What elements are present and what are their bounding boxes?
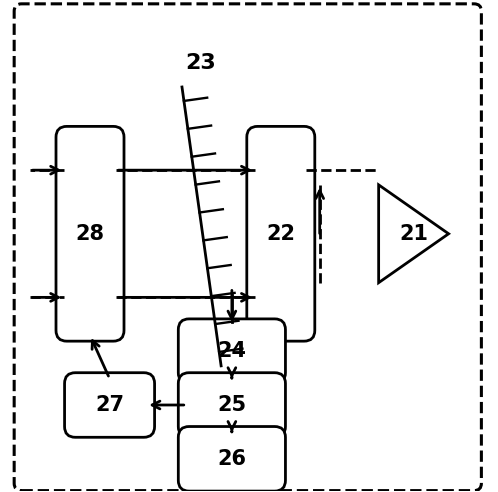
Text: 26: 26	[218, 449, 247, 469]
Text: 21: 21	[399, 224, 428, 244]
FancyBboxPatch shape	[14, 4, 482, 491]
Text: 23: 23	[186, 53, 217, 72]
Text: 22: 22	[266, 224, 295, 244]
FancyBboxPatch shape	[65, 373, 154, 437]
Polygon shape	[378, 185, 449, 283]
Text: 28: 28	[76, 224, 105, 244]
Text: 25: 25	[217, 395, 247, 415]
Text: 27: 27	[95, 395, 124, 415]
FancyBboxPatch shape	[56, 126, 124, 341]
FancyBboxPatch shape	[178, 373, 285, 437]
FancyBboxPatch shape	[178, 427, 285, 491]
FancyBboxPatch shape	[178, 319, 285, 383]
FancyBboxPatch shape	[247, 126, 315, 341]
Text: 24: 24	[218, 341, 247, 361]
